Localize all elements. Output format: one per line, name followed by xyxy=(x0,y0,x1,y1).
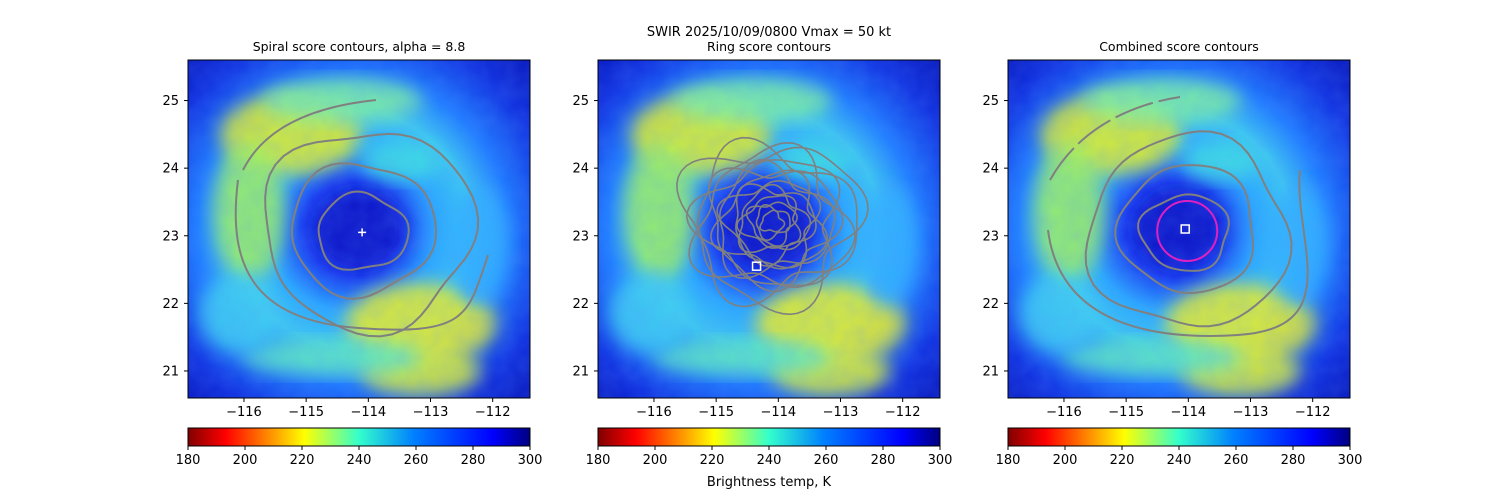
contour-line xyxy=(759,209,786,233)
y-tick-label: 23 xyxy=(572,229,589,244)
colorbar-tick-label: 220 xyxy=(290,453,315,468)
x-tick-label: −115 xyxy=(1108,405,1144,420)
colorbar xyxy=(597,427,941,447)
x-tick-label: −112 xyxy=(1295,405,1331,420)
y-tick-label: 22 xyxy=(162,297,179,312)
colorbar-tick-label: 180 xyxy=(996,453,1021,468)
colorbar-tick-label: 220 xyxy=(1110,453,1135,468)
y-tick-label: 24 xyxy=(982,162,999,177)
contour-line xyxy=(708,167,844,293)
contour-line xyxy=(737,183,812,254)
x-tick-label: −112 xyxy=(885,405,921,420)
contour-line xyxy=(688,141,856,289)
x-tick-label: −113 xyxy=(823,405,859,420)
y-tick-label: 25 xyxy=(982,94,999,109)
contours xyxy=(1047,96,1309,337)
contour-line xyxy=(1137,193,1230,272)
colorbar-tick-label: 240 xyxy=(1167,453,1192,468)
y-tick-label: 24 xyxy=(572,162,589,177)
panel-title: Combined score contours xyxy=(1099,39,1259,54)
contour-line xyxy=(1049,96,1181,181)
colorbar-tick-label: 260 xyxy=(404,453,429,468)
y-tick-label: 25 xyxy=(162,94,179,109)
x-tick-label: −115 xyxy=(288,405,324,420)
brightness-image xyxy=(598,60,940,398)
colorbar-tick-label: 200 xyxy=(1053,453,1078,468)
axes-frame xyxy=(187,59,531,399)
axes-frame xyxy=(1007,59,1351,399)
colorbar-tick-label: 260 xyxy=(814,453,839,468)
colorbar-tick-label: 240 xyxy=(347,453,372,468)
y-tick-label: 22 xyxy=(982,297,999,312)
colorbar-tick-label: 200 xyxy=(233,453,258,468)
contour-line xyxy=(676,146,869,316)
contour-line xyxy=(696,136,858,308)
colorbar-tick-label: 300 xyxy=(1338,453,1363,468)
figure-suptitle: SWIR 2025/10/09/0800 Vmax = 50 kt xyxy=(647,25,891,40)
contour-line xyxy=(755,203,791,242)
y-tick-label: 21 xyxy=(572,364,589,379)
x-tick-label: −112 xyxy=(475,405,511,420)
contours xyxy=(676,136,869,316)
x-tick-label: −116 xyxy=(636,405,672,420)
contour-line xyxy=(291,162,437,300)
colorbar xyxy=(1007,427,1351,447)
colorbar-tick-label: 200 xyxy=(643,453,668,468)
contour-line xyxy=(736,194,802,249)
x-tick-label: −116 xyxy=(1046,405,1082,420)
contour-line xyxy=(242,99,377,171)
contour-line xyxy=(718,159,836,280)
x-tick-label: −114 xyxy=(350,405,386,420)
panel-title: Spiral score contours, alpha = 8.8 xyxy=(253,39,466,54)
x-tick-label: −113 xyxy=(413,405,449,420)
center-marker xyxy=(358,228,367,237)
y-tick-label: 23 xyxy=(162,229,179,244)
contour-line xyxy=(1047,169,1309,337)
contour-line xyxy=(1114,164,1255,295)
center-marker xyxy=(1180,224,1190,234)
contour-line xyxy=(716,179,822,269)
colorbar-tick-label: 300 xyxy=(928,453,953,468)
colorbar-tick-label: 300 xyxy=(518,453,543,468)
contour-line xyxy=(234,179,489,331)
contours xyxy=(234,99,489,338)
x-tick-label: −116 xyxy=(226,405,262,420)
colorbar-tick-label: 280 xyxy=(461,453,486,468)
colorbar-tick-label: 180 xyxy=(176,453,201,468)
axes-frame xyxy=(597,59,941,399)
colorbar-tick-label: 220 xyxy=(700,453,725,468)
combined-ring xyxy=(1156,200,1219,262)
panel-2: Ring score contours −116 −115 −114 −113 −112 2… xyxy=(572,39,952,468)
colorbar-tick-label: 180 xyxy=(586,453,611,468)
colorbar-label: Brightness temp, K xyxy=(707,475,832,490)
brightness-image xyxy=(188,60,530,398)
contour-line xyxy=(735,183,817,267)
panel-1: Spiral score contours, alpha = 8.8 −116 −1… xyxy=(162,39,542,468)
contour-line xyxy=(745,201,798,247)
colorbar-tick-label: 280 xyxy=(871,453,896,468)
contour-line xyxy=(1084,130,1293,328)
colorbar-tick-label: 240 xyxy=(757,453,782,468)
x-tick-label: −113 xyxy=(1233,405,1269,420)
y-tick-label: 21 xyxy=(982,364,999,379)
y-tick-label: 23 xyxy=(982,229,999,244)
colorbar-tick-label: 280 xyxy=(1281,453,1306,468)
x-tick-label: −114 xyxy=(1170,405,1206,420)
center-marker xyxy=(751,261,762,271)
colorbar xyxy=(187,427,531,447)
panel-3: Combined score contours −116 −115 −114 −113 −… xyxy=(982,39,1362,468)
brightness-image xyxy=(1008,60,1350,398)
contour-line xyxy=(264,132,480,338)
colorbar-tick-label: 260 xyxy=(1224,453,1249,468)
contour-line xyxy=(317,190,410,271)
y-tick-label: 22 xyxy=(572,297,589,312)
panel-title: Ring score contours xyxy=(707,39,831,54)
y-tick-label: 24 xyxy=(162,162,179,177)
x-tick-label: −114 xyxy=(760,405,796,420)
contour-line xyxy=(685,158,841,287)
x-tick-label: −115 xyxy=(698,405,734,420)
y-tick-label: 21 xyxy=(162,364,179,379)
y-tick-label: 25 xyxy=(572,94,589,109)
